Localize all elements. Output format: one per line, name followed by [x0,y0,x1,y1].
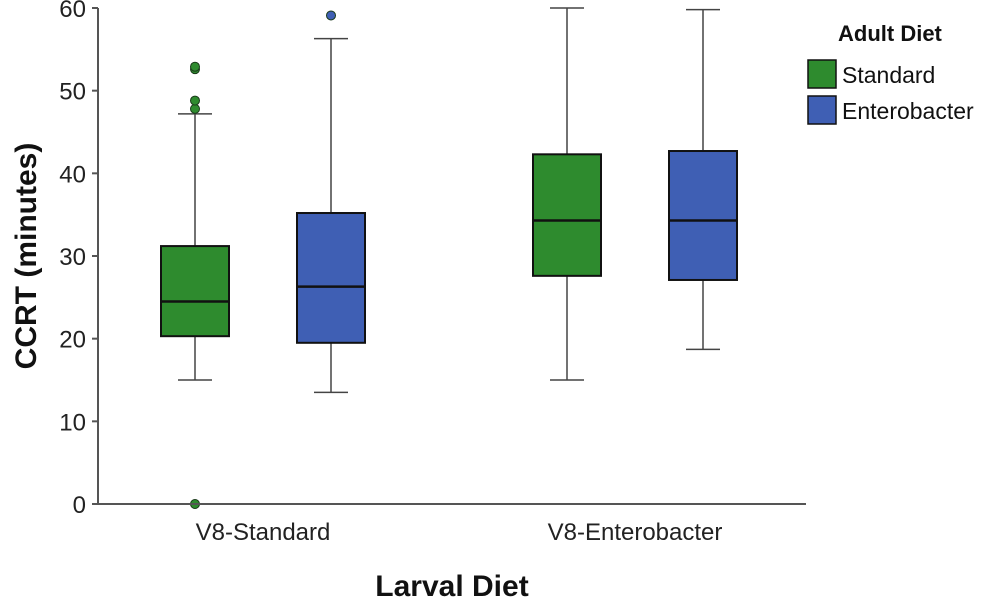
box-enterobacter-1 [296,10,366,394]
iqr-box [160,245,230,338]
iqr-box [668,150,738,281]
outlier-point [190,61,200,72]
y-tick-label: 50 [59,79,86,106]
y-axis-title: CCRT (minutes) [10,143,43,370]
x-axis-title: Larval Diet [375,570,528,602]
y-tick-label: 20 [59,327,86,354]
outlier-point [190,95,200,106]
legend-label-standard: Standard [842,62,935,88]
y-ticks: 0 10 20 30 40 50 60 [59,0,98,519]
iqr-box [296,212,366,344]
iqr-box [532,153,602,277]
legend-label-enterobacter: Enterobacter [842,98,974,124]
x-tick-label: V8-Standard [196,519,331,546]
legend: Adult Diet Standard Enterobacter [807,21,974,125]
outlier-point [326,10,336,21]
x-tick-label: V8-Enterobacter [548,519,723,546]
y-tick-label: 10 [59,409,86,436]
y-tick-label: 40 [59,161,86,188]
x-ticks: V8-Standard V8-Enterobacter [196,519,723,546]
box-standard-1 [160,61,230,509]
legend-swatch-enterobacter [807,95,837,125]
y-tick-label: 0 [73,492,86,519]
plot-area [160,7,738,509]
box-enterobacter-2 [668,8,738,351]
legend-swatch-standard [807,59,837,89]
outlier-point [190,103,200,114]
legend-title: Adult Diet [838,21,943,46]
y-tick-label: 60 [59,0,86,23]
y-tick-label: 30 [59,244,86,271]
box-standard-2 [532,7,602,381]
